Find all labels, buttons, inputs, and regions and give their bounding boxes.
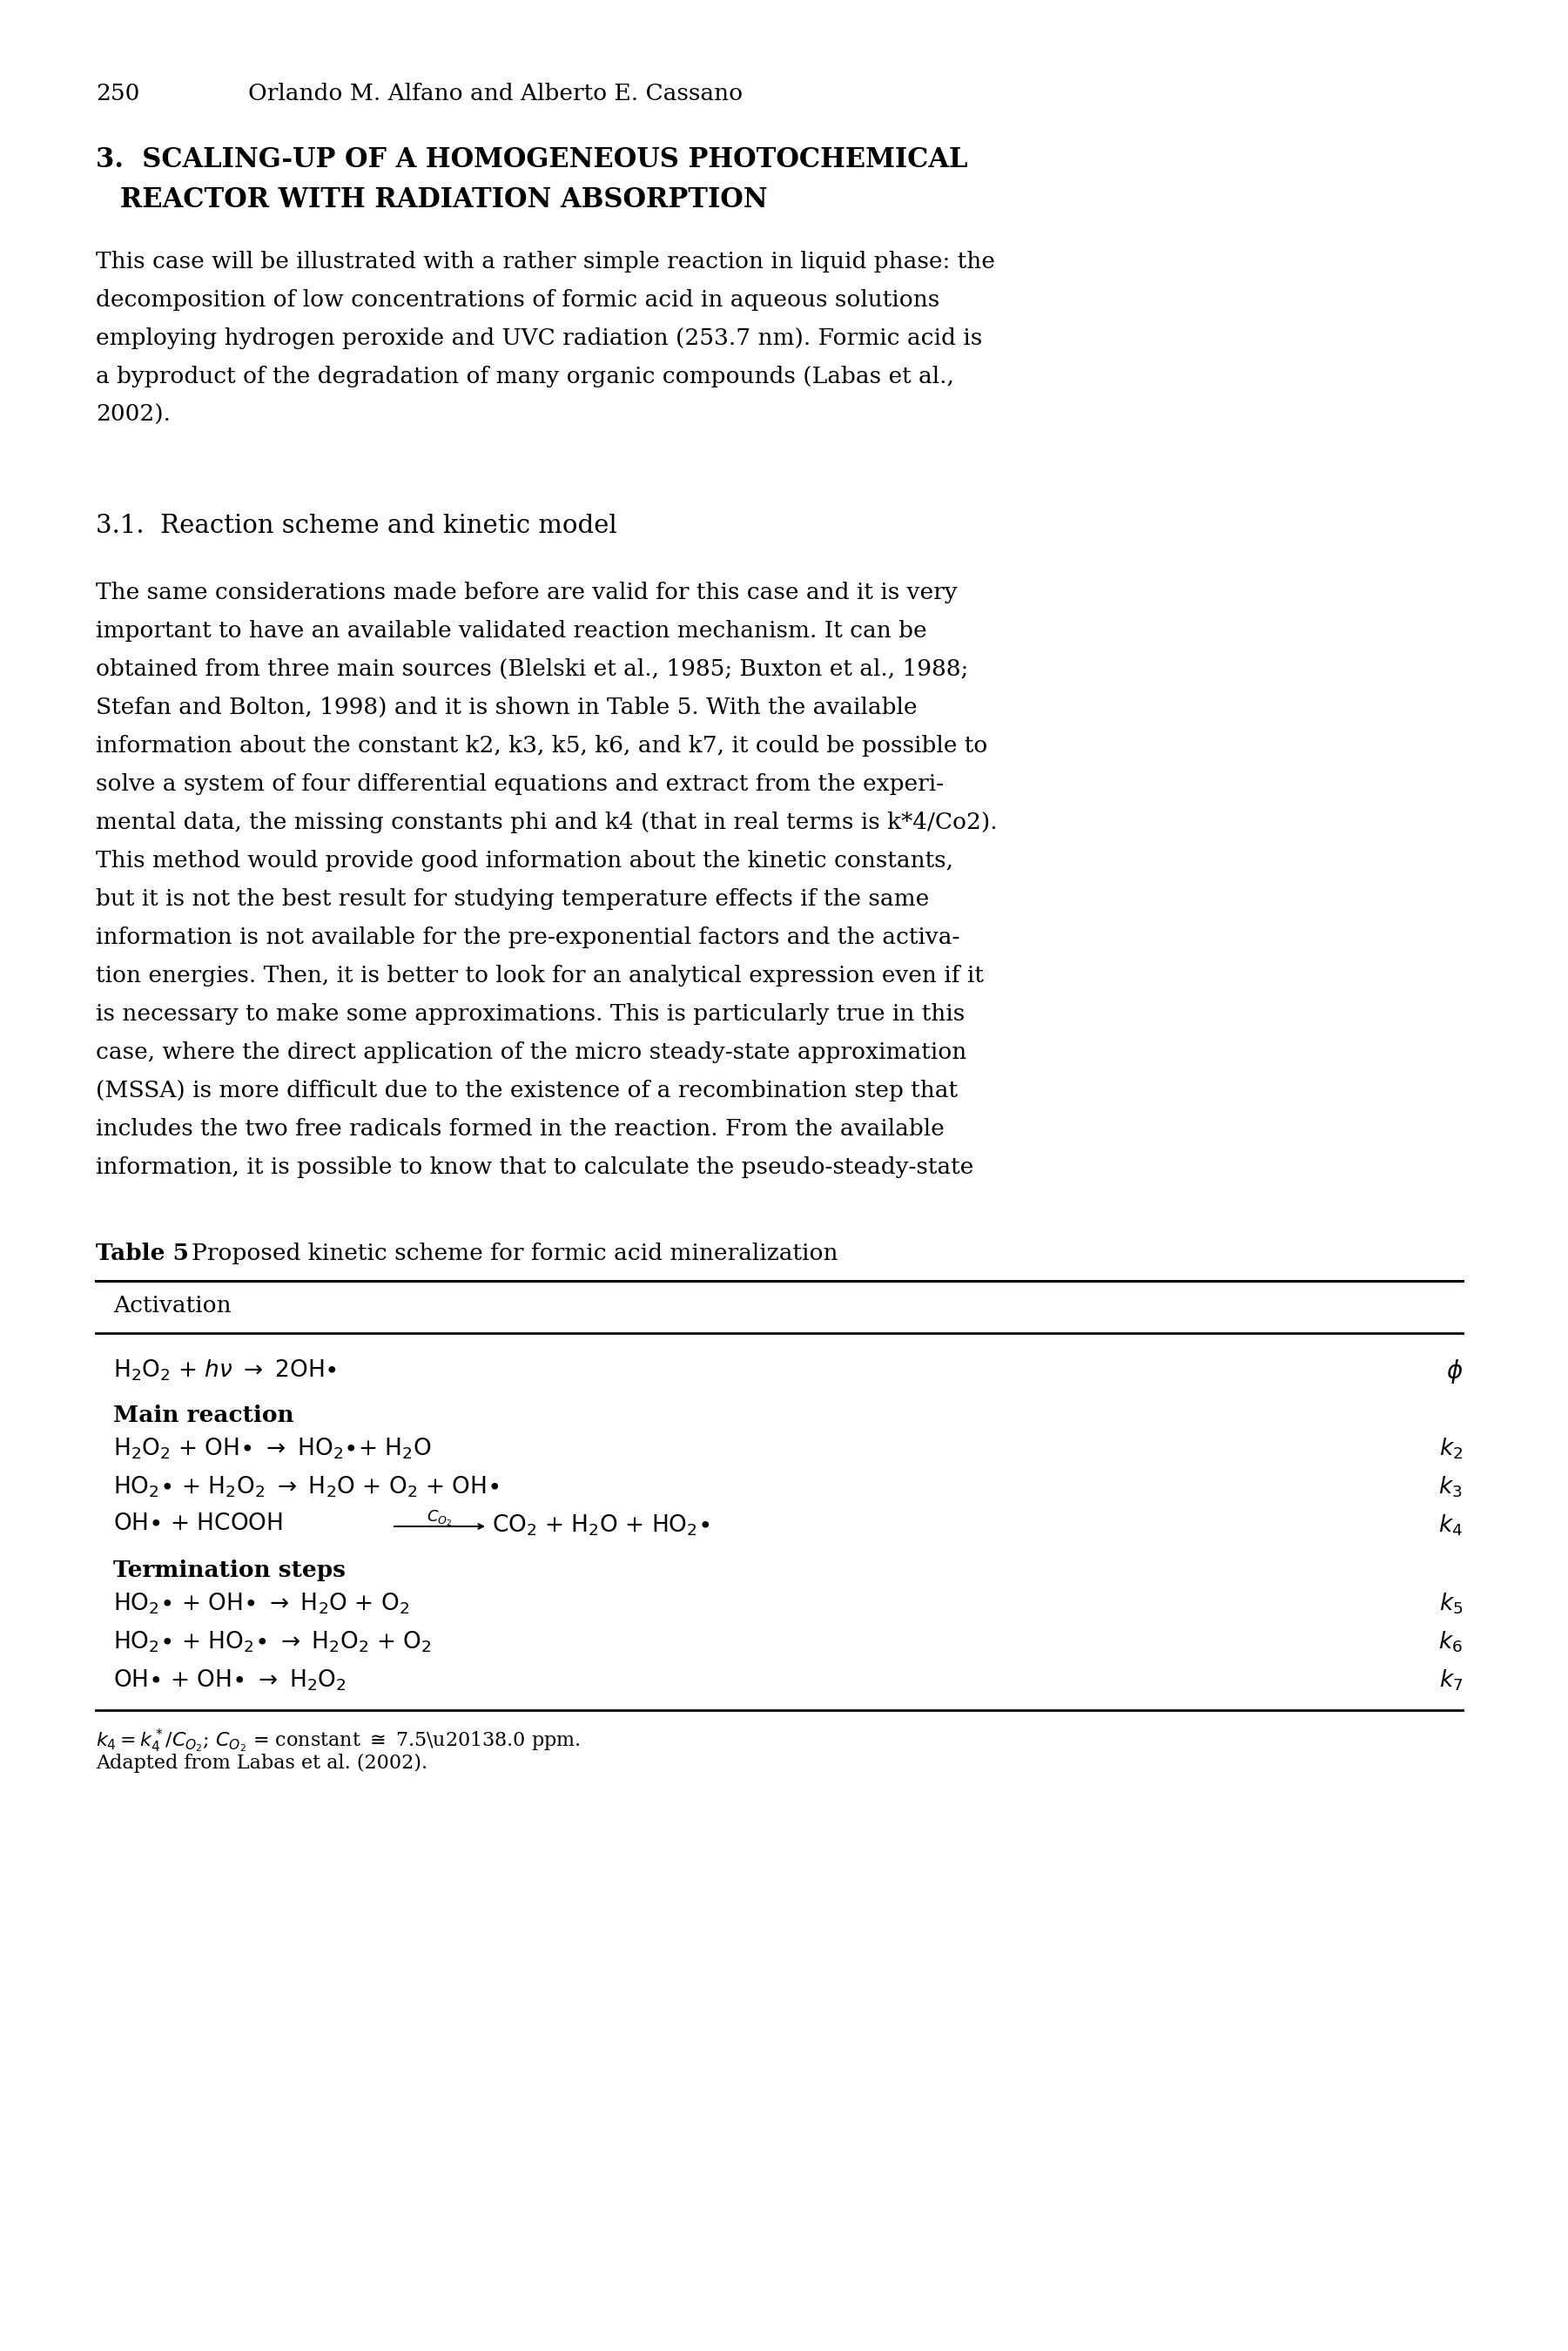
Text: a byproduct of the degradation of many organic compounds (Labas et al.,: a byproduct of the degradation of many o…	[96, 367, 953, 388]
Text: $\mathrm{HO_2{\bullet}}$ + $\mathrm{H_2O_2}$ $\rightarrow$ $\mathrm{H_2O}$ + $\m: $\mathrm{HO_2{\bullet}}$ + $\mathrm{H_2O…	[113, 1474, 499, 1500]
Text: $\mathrm{CO_2}$ + $\mathrm{H_2O}$ + $\mathrm{HO_2{\bullet}}$: $\mathrm{CO_2}$ + $\mathrm{H_2O}$ + $\ma…	[492, 1512, 710, 1538]
Text: mental data, the missing constants phi and k4 (that in real terms is k*4/Co2).: mental data, the missing constants phi a…	[96, 811, 997, 832]
Text: $k_2$: $k_2$	[1439, 1436, 1463, 1460]
Text: tion energies. Then, it is better to look for an analytical expression even if i: tion energies. Then, it is better to loo…	[96, 964, 983, 987]
Text: $k_7$: $k_7$	[1439, 1667, 1463, 1693]
Text: information is not available for the pre-exponential factors and the activa-: information is not available for the pre…	[96, 926, 960, 947]
Text: Main reaction: Main reaction	[113, 1404, 293, 1427]
Text: $k_3$: $k_3$	[1439, 1474, 1463, 1500]
Text: The same considerations made before are valid for this case and it is very: The same considerations made before are …	[96, 581, 958, 604]
Text: $\mathrm{OH{\bullet}}$ + $\mathrm{OH{\bullet}}$ $\rightarrow$ $\mathrm{H_2O_2}$: $\mathrm{OH{\bullet}}$ + $\mathrm{OH{\bu…	[113, 1667, 347, 1693]
Text: REACTOR WITH RADIATION ABSORPTION: REACTOR WITH RADIATION ABSORPTION	[121, 186, 768, 214]
Text: This case will be illustrated with a rather simple reaction in liquid phase: the: This case will be illustrated with a rat…	[96, 252, 996, 273]
Text: 250: 250	[96, 82, 140, 103]
Text: $\phi$: $\phi$	[1446, 1357, 1463, 1385]
Text: obtained from three main sources (Blelski et al., 1985; Buxton et al., 1988;: obtained from three main sources (Blelsk…	[96, 658, 969, 679]
Text: case, where the direct application of the micro steady-state approximation: case, where the direct application of th…	[96, 1041, 966, 1063]
Text: $k_6$: $k_6$	[1438, 1629, 1463, 1655]
Text: Orlando M. Alfano and Alberto E. Cassano: Orlando M. Alfano and Alberto E. Cassano	[248, 82, 743, 103]
Text: Stefan and Bolton, 1998) and it is shown in Table 5. With the available: Stefan and Bolton, 1998) and it is shown…	[96, 696, 917, 719]
Text: Proposed kinetic scheme for formic acid mineralization: Proposed kinetic scheme for formic acid …	[191, 1244, 837, 1265]
Text: important to have an available validated reaction mechanism. It can be: important to have an available validated…	[96, 621, 927, 642]
Text: Activation: Activation	[113, 1295, 230, 1317]
Text: information about the constant k2, k3, k5, k6, and k7, it could be possible to: information about the constant k2, k3, k…	[96, 736, 988, 757]
Text: but it is not the best result for studying temperature effects if the same: but it is not the best result for studyi…	[96, 889, 930, 910]
Text: Adapted from Labas et al. (2002).: Adapted from Labas et al. (2002).	[96, 1754, 428, 1773]
Text: information, it is possible to know that to calculate the pseudo-steady-state: information, it is possible to know that…	[96, 1157, 974, 1178]
Text: 3.1.  Reaction scheme and kinetic model: 3.1. Reaction scheme and kinetic model	[96, 515, 618, 538]
Text: Table 5: Table 5	[96, 1244, 188, 1265]
Text: $k_4 = k_4^*/C_{O_2}$; $C_{O_2}$ = constant $\cong$ 7.5\u20138.0 ppm.: $k_4 = k_4^*/C_{O_2}$; $C_{O_2}$ = const…	[96, 1728, 580, 1754]
Text: $\mathrm{OH{\bullet}}$ + $\mathrm{HCOOH}$: $\mathrm{OH{\bullet}}$ + $\mathrm{HCOOH}…	[113, 1512, 282, 1535]
Text: 2002).: 2002).	[96, 404, 171, 426]
Text: (MSSA) is more difficult due to the existence of a recombination step that: (MSSA) is more difficult due to the exis…	[96, 1079, 958, 1103]
Text: decomposition of low concentrations of formic acid in aqueous solutions: decomposition of low concentrations of f…	[96, 289, 939, 310]
Text: solve a system of four differential equations and extract from the experi-: solve a system of four differential equa…	[96, 773, 944, 795]
Text: Termination steps: Termination steps	[113, 1559, 345, 1582]
Text: is necessary to make some approximations. This is particularly true in this: is necessary to make some approximations…	[96, 1004, 964, 1025]
Text: $\mathrm{H_2O_2}$ + $h\nu$ $\rightarrow$ $\mathrm{2OH{\bullet}}$: $\mathrm{H_2O_2}$ + $h\nu$ $\rightarrow$…	[113, 1357, 337, 1382]
Text: $\mathrm{H_2O_2}$ + $\mathrm{OH{\bullet}}$ $\rightarrow$ $\mathrm{HO_2{\bullet}}: $\mathrm{H_2O_2}$ + $\mathrm{OH{\bullet}…	[113, 1436, 431, 1460]
Text: $C_{O_2}$: $C_{O_2}$	[426, 1509, 453, 1528]
Text: $k_5$: $k_5$	[1439, 1592, 1463, 1615]
Text: includes the two free radicals formed in the reaction. From the available: includes the two free radicals formed in…	[96, 1119, 944, 1140]
Text: This method would provide good information about the kinetic constants,: This method would provide good informati…	[96, 849, 953, 872]
Text: $\mathrm{HO_2{\bullet}}$ + $\mathrm{OH{\bullet}}$ $\rightarrow$ $\mathrm{H_2O}$ : $\mathrm{HO_2{\bullet}}$ + $\mathrm{OH{\…	[113, 1592, 409, 1615]
Text: 3.  SCALING-UP OF A HOMOGENEOUS PHOTOCHEMICAL: 3. SCALING-UP OF A HOMOGENEOUS PHOTOCHEM…	[96, 146, 967, 174]
Text: employing hydrogen peroxide and UVC radiation (253.7 nm). Formic acid is: employing hydrogen peroxide and UVC radi…	[96, 327, 982, 350]
Text: $\mathrm{HO_2{\bullet}}$ + $\mathrm{HO_2{\bullet}}$ $\rightarrow$ $\mathrm{H_2O_: $\mathrm{HO_2{\bullet}}$ + $\mathrm{HO_2…	[113, 1629, 431, 1655]
Text: $k_4$: $k_4$	[1438, 1512, 1463, 1538]
